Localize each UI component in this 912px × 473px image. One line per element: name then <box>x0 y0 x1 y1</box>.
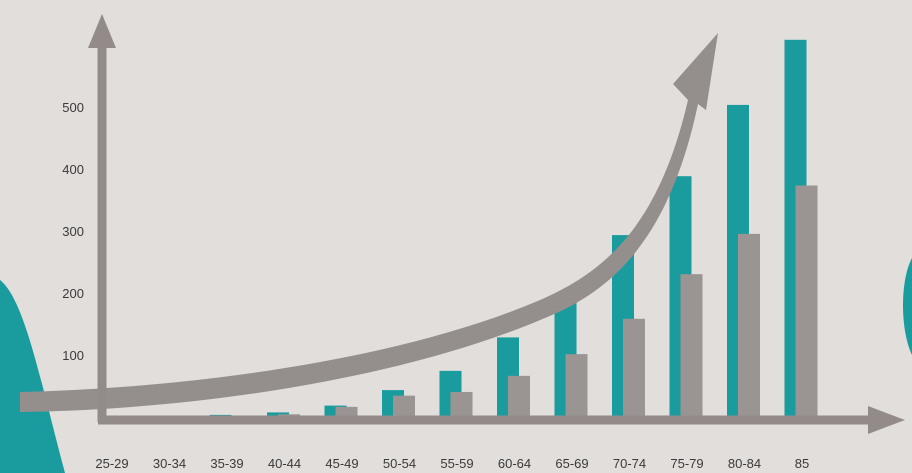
y-tick-label: 500 <box>62 100 84 115</box>
gray-bar <box>335 406 358 418</box>
y-tick-label: 200 <box>62 286 84 301</box>
x-axis-arrowhead <box>868 406 905 434</box>
trend-arrow <box>20 33 718 412</box>
x-tick-label: 45-49 <box>325 456 358 471</box>
x-tick-label: 70-74 <box>613 456 646 471</box>
x-tick-label: 30-34 <box>153 456 186 471</box>
x-tick-labels: 25-29 30-34 35-39 40-44 45-49 50-54 55-59 60-64… <box>95 456 809 471</box>
teal-wave-right <box>903 258 912 355</box>
y-tick-label: 100 <box>62 348 84 363</box>
x-tick-label: 80-84 <box>728 456 761 471</box>
gray-bar <box>795 185 818 418</box>
x-tick-label: 55-59 <box>440 456 473 471</box>
gray-bar <box>393 395 415 418</box>
teal-wave-left <box>0 280 65 473</box>
x-tick-label: 85 <box>795 456 809 471</box>
gray-bar <box>508 375 530 418</box>
x-tick-label: 60-64 <box>498 456 531 471</box>
gray-bar <box>680 274 703 418</box>
y-tick-label: 300 <box>62 224 84 239</box>
x-tick-label: 40-44 <box>268 456 301 471</box>
x-tick-label: 25-29 <box>95 456 128 471</box>
x-tick-label: 50-54 <box>383 456 416 471</box>
gray-bar <box>565 354 588 418</box>
gray-bar <box>450 391 473 418</box>
y-tick-label: 400 <box>62 162 84 177</box>
gray-bar <box>623 318 645 418</box>
x-tick-label: 35-39 <box>210 456 243 471</box>
x-tick-label: 65-69 <box>555 456 588 471</box>
bars-layer <box>152 39 818 419</box>
y-tick-labels: 100 200 300 400 500 <box>62 100 84 363</box>
y-axis-arrowhead <box>88 14 116 48</box>
gray-bar <box>738 233 760 418</box>
x-tick-label: 75-79 <box>670 456 703 471</box>
